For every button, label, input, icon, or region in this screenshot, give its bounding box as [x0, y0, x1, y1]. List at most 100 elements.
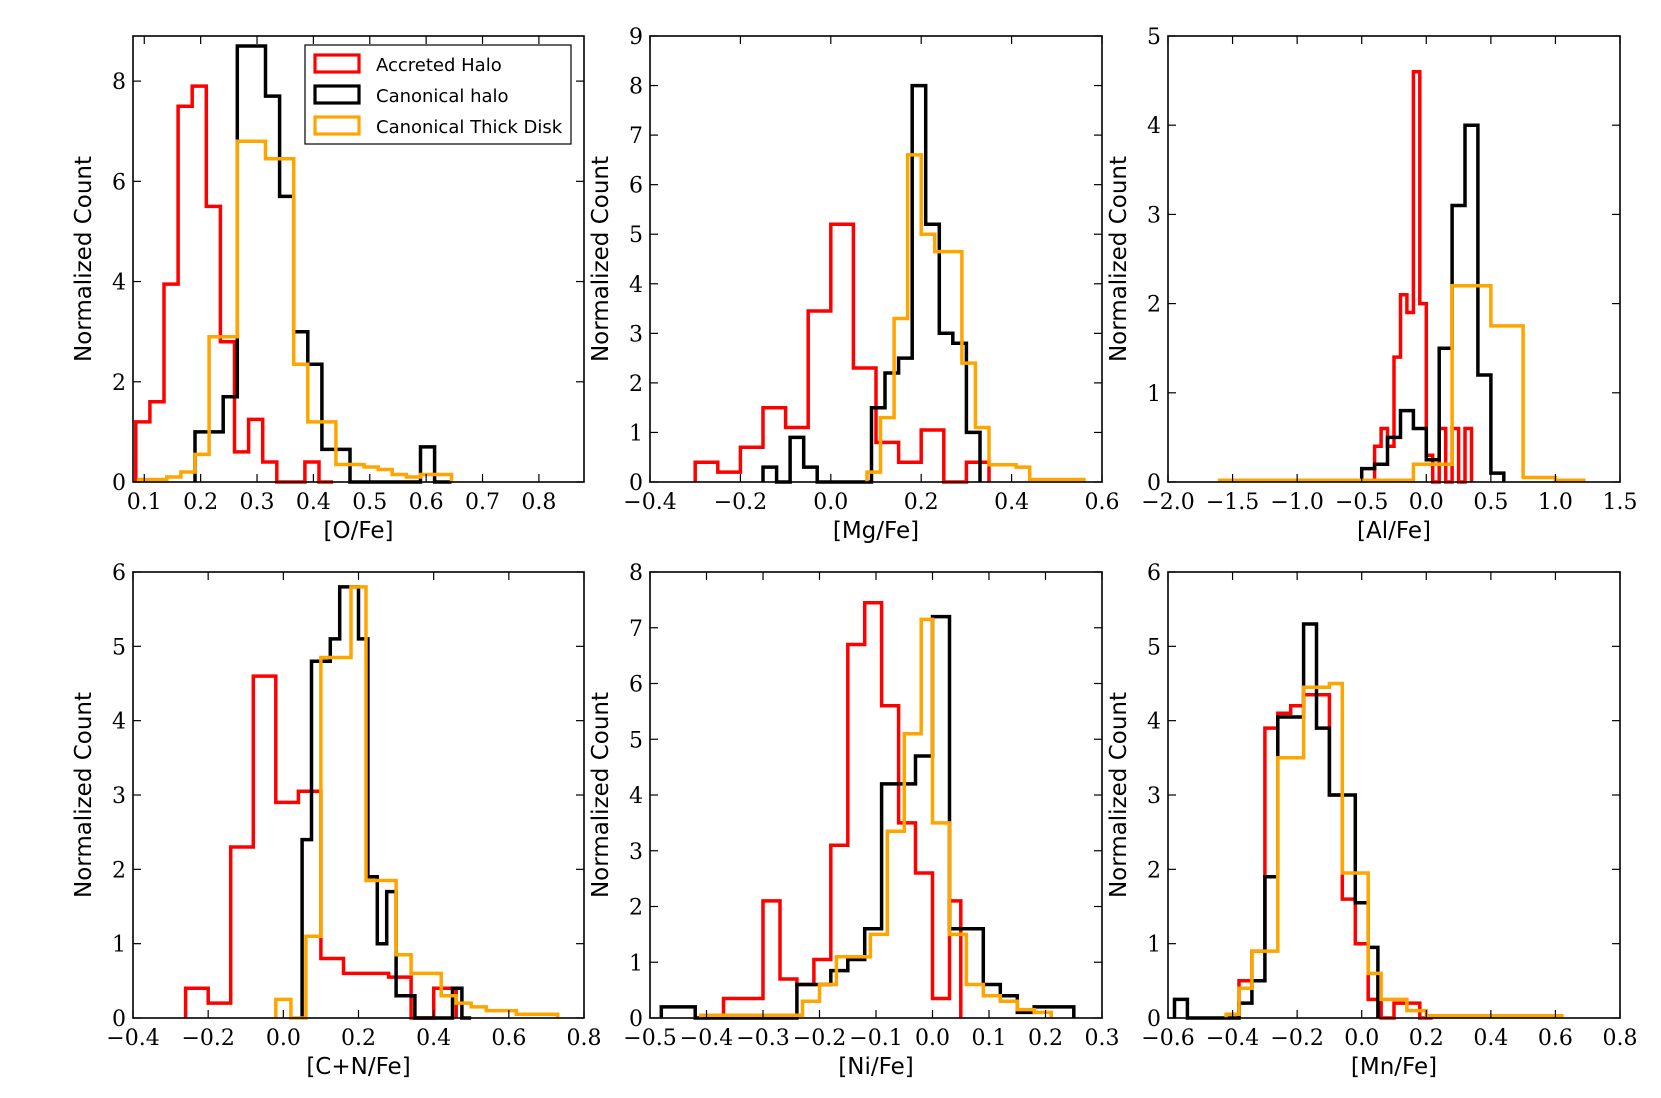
y-tick-label: 5	[629, 223, 643, 248]
y-tick-label: 1	[1147, 933, 1161, 958]
series-canonical-thick-disk-line	[865, 153, 1086, 482]
series-accreted-halo-line	[1237, 692, 1433, 1020]
x-tick-label: −0.6	[1141, 1026, 1194, 1051]
y-tick-label: 6	[629, 174, 643, 199]
legend-swatch-canonical-thick-disk	[313, 115, 361, 136]
x-tick-label: 0.4	[416, 1026, 451, 1051]
y-axis-label: Normalized Count	[588, 692, 614, 898]
y-tick-label: 0	[1147, 1007, 1161, 1032]
x-tick-label: −0.4	[623, 490, 676, 515]
x-tick-label: 0.7	[465, 490, 500, 515]
x-tick-label: 1.5	[1603, 490, 1638, 515]
plot-frame	[132, 35, 585, 483]
y-tick-label: 0	[1147, 471, 1161, 496]
x-tick-label: −0.5	[1335, 490, 1388, 515]
y-tick-label: 4	[629, 784, 643, 809]
y-tick-label: 6	[1147, 561, 1161, 586]
x-tick-label: 0.2	[904, 490, 939, 515]
x-tick-label: −0.3	[736, 1026, 789, 1051]
y-tick-label: 8	[629, 75, 643, 100]
y-tick-label: 2	[629, 372, 643, 397]
x-tick-label: −1.0	[1270, 490, 1323, 515]
y-tick-label: 1	[629, 951, 643, 976]
x-tick-label: 0.2	[1409, 1026, 1444, 1051]
x-tick-label: −0.4	[1206, 1026, 1259, 1051]
series-accreted-halo-line	[1372, 69, 1474, 484]
x-tick-label: 0.0	[813, 490, 848, 515]
y-tick-label: 7	[629, 617, 643, 642]
y-tick-label: 6	[112, 561, 126, 586]
y-tick-label: 2	[112, 371, 126, 396]
y-axis-label: Normalized Count	[71, 692, 97, 898]
panel-2: −0.4 −0.2 0.0 0.2 0.4 0.6 0 1 2 3 4 5 6 7 8 9 [Mg/Fe] Nor…	[588, 25, 1120, 544]
x-tick-label: 0.1	[972, 1026, 1007, 1051]
series-canonical-thick-disk-line	[136, 139, 454, 482]
legend-box	[304, 44, 572, 145]
y-tick-label: 3	[629, 322, 643, 347]
x-tick-label: −0.2	[793, 1026, 846, 1051]
series-accreted-halo-line	[693, 222, 991, 484]
series-canonical-thick-disk-line	[699, 617, 1053, 1018]
x-tick-label: 0.0	[915, 1026, 950, 1051]
y-tick-label: 5	[1147, 25, 1161, 50]
y-tick-label: 0	[112, 1007, 126, 1032]
x-tick-label: −2.0	[1141, 490, 1194, 515]
series-canonical-halo-line	[300, 585, 472, 1020]
legend: Accreted Halo Canonical halo Canonical Thi…	[304, 44, 572, 145]
x-tick-label: −0.1	[849, 1026, 902, 1051]
x-tick-label: −0.2	[181, 1026, 234, 1051]
y-tick-label: 2	[629, 896, 643, 921]
legend-swatch-accreted-halo	[313, 53, 361, 74]
series-canonical-thick-disk-line	[274, 585, 560, 1020]
y-tick-label: 0	[629, 1007, 643, 1032]
panel-4: −0.4 −0.2 0.0 0.2 0.4 0.6 0.8 0 1 2 3 4 5 6 [C+N/Fe] No…	[71, 561, 602, 1080]
x-axis-label: [C+N/Fe]	[306, 1054, 410, 1080]
x-tick-label: −0.2	[1270, 1026, 1323, 1051]
y-tick-label: 1	[1147, 382, 1161, 407]
y-tick-label: 7	[629, 124, 643, 149]
series-accreted-halo-line	[721, 600, 963, 1018]
x-tick-label: 1.0	[1538, 490, 1573, 515]
y-tick-label: 4	[112, 710, 126, 735]
y-tick-label: 0	[629, 471, 643, 496]
x-axis-label: [Mn/Fe]	[1351, 1054, 1437, 1080]
y-tick-label: 3	[112, 784, 126, 809]
y-tick-label: 0	[112, 471, 126, 496]
x-tick-label: 0.1	[127, 490, 162, 515]
y-tick-label: 2	[1147, 293, 1161, 318]
x-tick-label: 0.3	[1085, 1026, 1120, 1051]
series-canonical-thick-disk-line	[1224, 681, 1564, 1018]
x-tick-label: −0.5	[623, 1026, 676, 1051]
x-tick-label: 0.6	[409, 490, 444, 515]
y-axis-label: Normalized Count	[71, 156, 97, 362]
panel-5: −0.5 −0.4 −0.3 −0.2 −0.1 0.0 0.1 0.2 0.3 0 1 2 3 4 5 6 7…	[588, 561, 1120, 1080]
x-tick-label: 0.0	[1344, 1026, 1379, 1051]
plot-frame	[1167, 571, 1621, 1019]
plot-frame	[1167, 35, 1621, 483]
y-tick-label: 5	[629, 728, 643, 753]
y-tick-label: 5	[112, 635, 126, 660]
y-tick-label: 1	[629, 421, 643, 446]
legend-label: Canonical Thick Disk	[376, 117, 563, 138]
y-tick-label: 3	[629, 840, 643, 865]
x-tick-label: 0.2	[183, 490, 218, 515]
y-tick-label: 6	[112, 170, 126, 195]
y-tick-label: 2	[1147, 858, 1161, 883]
x-tick-label: 0.6	[1538, 1026, 1573, 1051]
y-tick-label: 3	[1147, 203, 1161, 228]
x-tick-label: −1.5	[1206, 490, 1259, 515]
x-axis-label: [Al/Fe]	[1357, 518, 1431, 544]
x-axis-label: [Mg/Fe]	[833, 518, 919, 544]
y-axis-label: Normalized Count	[1106, 156, 1132, 362]
y-tick-label: 3	[1147, 784, 1161, 809]
y-tick-label: 9	[629, 25, 643, 50]
y-tick-label: 8	[629, 561, 643, 586]
y-tick-label: 4	[112, 271, 126, 296]
x-tick-label: −0.2	[714, 490, 767, 515]
y-axis-label: Normalized Count	[588, 156, 614, 362]
panel-6: −0.6 −0.4 −0.2 0.0 0.2 0.4 0.6 0.8 0 1 2 3 4 5 6 [Mn/Fe…	[1106, 561, 1638, 1080]
legend-label: Canonical halo	[376, 86, 509, 107]
y-axis-label: Normalized Count	[1106, 692, 1132, 898]
y-tick-label: 1	[112, 933, 126, 958]
x-tick-label: 0.2	[341, 1026, 376, 1051]
